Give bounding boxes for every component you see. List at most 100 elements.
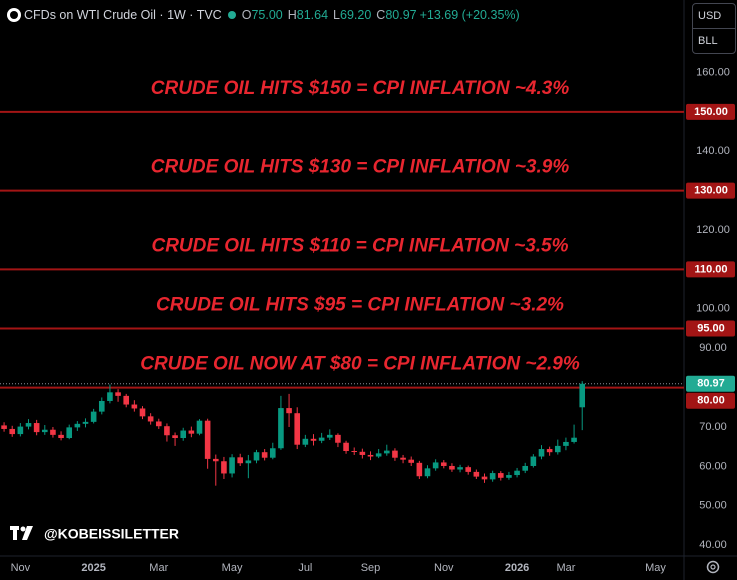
candle-body — [286, 408, 292, 414]
last-price-tag-box — [686, 375, 735, 392]
x-tick-label: Nov — [434, 562, 454, 574]
candle-body — [188, 430, 195, 434]
candle-body — [98, 400, 105, 412]
x-tick-label: 2026 — [505, 562, 529, 574]
candle-body — [571, 437, 577, 442]
stat-value: 69.20 — [340, 8, 372, 22]
settings-icon[interactable] — [706, 560, 720, 574]
candle-body — [465, 467, 472, 472]
candle-body — [1, 425, 7, 429]
candle-body — [530, 456, 537, 466]
candle-body — [253, 452, 260, 461]
candle-body — [481, 476, 488, 480]
candle-body — [90, 411, 97, 422]
level-tag-label: 80.00 — [697, 395, 725, 407]
currency-box[interactable]: USD BLL — [692, 3, 736, 54]
candle-body — [302, 438, 309, 445]
level-tag-box — [686, 320, 735, 337]
candle-body — [155, 421, 162, 427]
candle-body — [212, 458, 219, 462]
stat-label: L — [333, 8, 340, 22]
symbol-title: CFDs on WTI Crude Oil · 1W · TVC — [24, 8, 222, 22]
candle-body — [237, 457, 244, 464]
candle-body — [343, 442, 349, 452]
candle-body — [375, 453, 382, 457]
y-tick-label: 140.00 — [696, 145, 730, 157]
candle-body — [538, 449, 545, 457]
candle-body — [449, 465, 455, 470]
candle-body — [25, 423, 32, 427]
ohlc-stat: L69.20 — [333, 8, 371, 22]
stat-value: 81.64 — [296, 8, 329, 22]
candle-body — [9, 428, 16, 435]
candle-body — [261, 452, 268, 458]
y-tick-label: 70.00 — [699, 421, 727, 433]
y-tick-label: 120.00 — [696, 224, 730, 236]
watermark: @KOBEISSILETTER — [44, 526, 179, 542]
candle-body — [180, 430, 187, 439]
candle-body — [367, 454, 374, 457]
ohlc-stat: O75.00 — [242, 8, 283, 22]
candle-body — [221, 461, 227, 474]
x-tick-label: May — [645, 562, 666, 574]
currency[interactable]: USD — [698, 10, 722, 22]
annotation: CRUDE OIL HITS $95 = CPI INFLATION ~3.2% — [156, 295, 564, 316]
candle-body — [269, 448, 276, 458]
candle-body — [66, 427, 73, 439]
y-tick-label: 60.00 — [699, 460, 727, 472]
candle-body — [196, 420, 203, 434]
candle-body — [318, 437, 325, 441]
candle-body — [359, 451, 366, 455]
change: +13.69 (+20.35%) — [419, 8, 520, 22]
candle-body — [473, 471, 480, 477]
candle-body — [335, 434, 341, 443]
annotation: CRUDE OIL HITS $110 = CPI INFLATION ~3.5… — [151, 235, 568, 256]
level-tag-label: 150.00 — [694, 106, 728, 118]
candle-body — [294, 413, 301, 445]
candle-body — [33, 423, 40, 433]
stat-label: O — [241, 8, 252, 22]
stat-value: 80.97 — [385, 8, 417, 22]
candle-body — [74, 423, 81, 428]
candle-body — [131, 404, 138, 409]
x-tick-label: May — [222, 562, 243, 574]
stat-value: 75.00 — [251, 8, 283, 22]
unit[interactable]: BLL — [693, 28, 735, 53]
candle-body — [351, 451, 358, 453]
candle-body — [115, 392, 121, 396]
y-tick-label: 90.00 — [699, 342, 727, 354]
candle-body — [579, 383, 586, 408]
level-tag-box — [686, 182, 735, 199]
symbol-icon — [7, 8, 21, 22]
annotation: CRUDE OIL HITS $130 = CPI INFLATION ~3.9… — [151, 157, 570, 178]
last-price-tag-label: 80.97 — [697, 378, 725, 390]
candle-body — [563, 441, 569, 446]
candle-body — [416, 462, 423, 477]
y-tick-label: 100.00 — [696, 303, 730, 315]
candle-body — [440, 462, 447, 466]
ohlc-stat: C80.97 — [376, 8, 416, 22]
level-tag-label: 95.00 — [697, 322, 725, 334]
ohlc-stat: H81.64 — [288, 8, 328, 22]
candle-body — [204, 420, 211, 459]
stat-label: H — [287, 8, 297, 22]
candle-body — [50, 429, 56, 435]
candle-body — [229, 457, 235, 474]
candle-body — [17, 426, 24, 435]
x-tick-label: Mar — [556, 562, 575, 574]
stat-label: C — [376, 8, 386, 22]
candle-body — [506, 475, 512, 478]
level-tag-box — [686, 392, 735, 409]
candle-body — [58, 434, 64, 439]
candle-body — [522, 465, 529, 471]
logo — [10, 526, 33, 540]
candle-body — [172, 435, 178, 439]
candle-body — [424, 468, 431, 477]
header: CFDs on WTI Crude Oil · 1W · TVC O75.00 H… — [6, 7, 520, 23]
candle-body — [82, 421, 89, 424]
candle-body — [147, 416, 154, 422]
candle-body — [383, 450, 390, 454]
candle-body — [41, 429, 48, 433]
